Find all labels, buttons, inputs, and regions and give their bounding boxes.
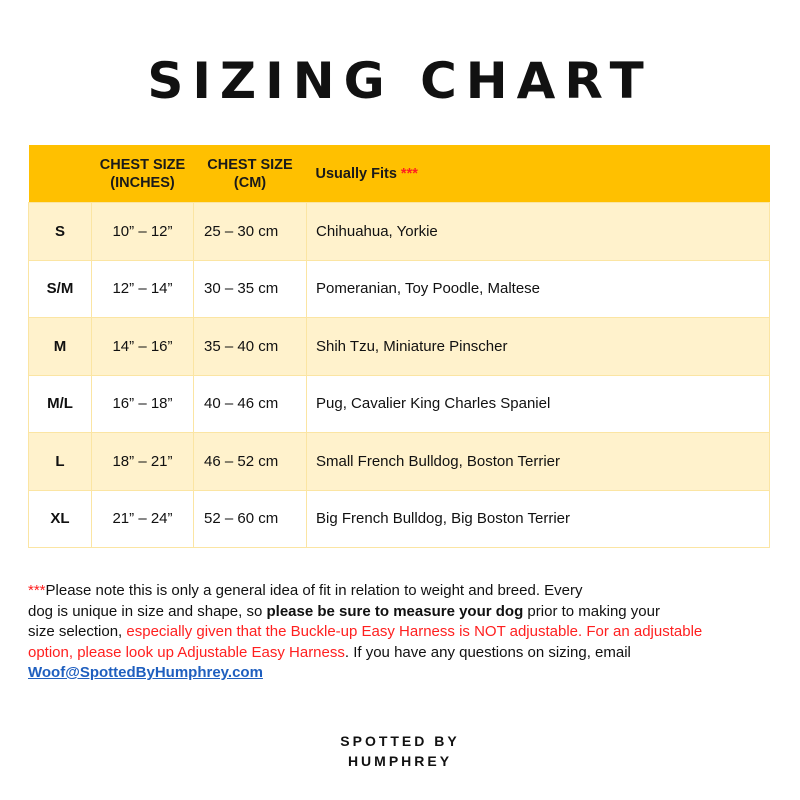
page-title: SIZING CHART [147, 52, 653, 110]
header-inches: CHEST SIZE (INCHES) [91, 145, 194, 203]
cell-size: S [28, 202, 92, 261]
cell-cm: 35 – 40 cm [193, 317, 307, 376]
cell-cm: 46 – 52 cm [193, 432, 307, 491]
cell-inches: 21” – 24” [91, 489, 194, 548]
cell-size: L [28, 432, 92, 491]
cell-inches: 16” – 18” [91, 374, 194, 433]
header-cm: CHEST SIZE (CM) [193, 145, 307, 203]
cell-size: XL [28, 489, 92, 548]
cell-fits: Small French Bulldog, Boston Terrier [306, 432, 770, 491]
table-row: L 18” – 21” 46 – 52 cm Small French Bulldog… [28, 432, 770, 491]
cell-cm: 30 – 35 cm [193, 259, 307, 318]
cell-fits: Pomeranian, Toy Poodle, Maltese [306, 259, 770, 318]
table-row: M 14” – 16” 35 – 40 cm Shih Tzu, Miniature … [28, 317, 770, 376]
table-row: M/L 16” – 18” 40 – 46 cm Pug, Cavalier King… [28, 374, 770, 433]
cell-inches: 14” – 16” [91, 317, 194, 376]
sizing-table: CHEST SIZE (INCHES) CHEST SIZE (CM) Usuall… [28, 145, 770, 548]
cell-fits: Chihuahua, Yorkie [306, 202, 770, 261]
header-size [28, 145, 92, 203]
cell-size: S/M [28, 259, 92, 318]
cell-size: M/L [28, 374, 92, 433]
cell-fits: Pug, Cavalier King Charles Spaniel [306, 374, 770, 433]
cell-inches: 12” – 14” [91, 259, 194, 318]
cell-cm: 52 – 60 cm [193, 489, 307, 548]
email-link[interactable]: Woof@SpottedByHumphrey.com [28, 664, 263, 681]
header-fits: Usually Fits *** [306, 145, 770, 203]
cell-inches: 10” – 12” [91, 202, 194, 261]
cell-cm: 40 – 46 cm [193, 374, 307, 433]
sizing-note: ***Please note this is only a general id… [28, 582, 703, 681]
table-header-row: CHEST SIZE (INCHES) CHEST SIZE (CM) Usuall… [28, 145, 770, 203]
cell-inches: 18” – 21” [91, 432, 194, 491]
table-row: S 10” – 12” 25 – 30 cm Chihuahua, Yorkie [28, 202, 770, 261]
cell-cm: 25 – 30 cm [193, 202, 307, 261]
table-row: S/M 12” – 14” 30 – 35 cm Pomeranian, Toy Po… [28, 259, 770, 318]
brand-logo: SPOTTED BY HUMPHREY [340, 733, 460, 769]
cell-fits: Shih Tzu, Miniature Pinscher [306, 317, 770, 376]
cell-fits: Big French Bulldog, Big Boston Terrier [306, 489, 770, 548]
cell-size: M [28, 317, 92, 376]
table-row: XL 21” – 24” 52 – 60 cm Big French Bulldog,… [28, 489, 770, 548]
